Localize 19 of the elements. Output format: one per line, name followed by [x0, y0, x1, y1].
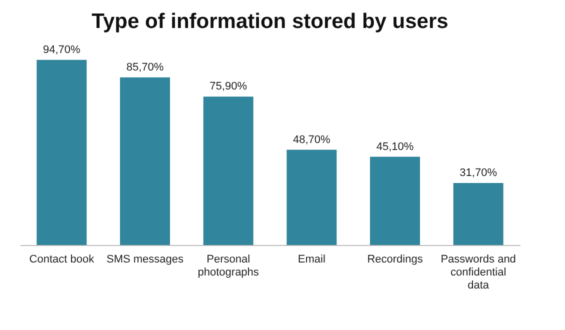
x-tick-label: Email: [298, 254, 326, 266]
bar: [286, 150, 337, 245]
data-label: 31,70%: [460, 167, 498, 180]
data-label: 85,70%: [126, 61, 164, 74]
bar: [370, 156, 420, 245]
x-tick-label: Contact book: [29, 254, 95, 266]
chart-title: Type of information stored by users: [92, 10, 448, 33]
x-tick-label: Passwords and confidential data: [440, 254, 516, 292]
x-tick-label: Personal photographs: [198, 254, 260, 278]
bar: [203, 96, 254, 245]
bar: [120, 77, 170, 245]
data-label: 48,70%: [293, 134, 331, 146]
data-label: 75,90%: [210, 80, 248, 93]
x-tick-label: Recordings: [367, 254, 424, 266]
bar: [453, 183, 504, 245]
x-tick-label: SMS messages: [106, 254, 184, 266]
data-label: 45,10%: [376, 140, 414, 153]
bar: [36, 60, 87, 245]
data-label: 94,70%: [43, 44, 81, 56]
